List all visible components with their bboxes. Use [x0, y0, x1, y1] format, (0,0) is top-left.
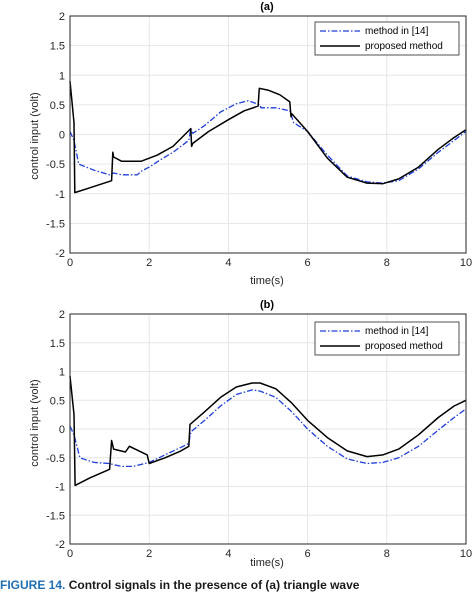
figure-caption-label: FIGURE 14.: [0, 578, 66, 592]
chart-b-xtick-4: 8: [384, 548, 390, 560]
chart-a-ytick-7: 1.5: [50, 41, 65, 53]
chart-b-ytick-0: -2: [55, 539, 65, 551]
chart-b-legend-label-1: method in [14]: [365, 326, 429, 337]
chart-b-ytick-8: 2: [59, 309, 65, 321]
chart-a-xtick-1: 2: [146, 257, 152, 269]
chart-a-ytick-5: 0.5: [50, 100, 65, 112]
chart-b-legend-label-2: proposed method: [365, 341, 443, 352]
chart-b-legend-box: [314, 321, 460, 356]
chart-b-ytick-2: -1: [55, 482, 65, 494]
figure-caption-text: Control signals in the presence of (a) t…: [68, 578, 360, 592]
chart-a-ytick-1: -1.5: [46, 218, 65, 230]
figure-caption: FIGURE 14. Control signals in the presen…: [0, 577, 474, 593]
chart-a: (a) 0 2 4 6 8 10 -2 -1.5 -1 -0.5 0 0.5 1 1.5 2 time(s)…: [29, 1, 472, 287]
chart-b-xtick-1: 2: [146, 548, 152, 560]
chart-a-xtick-4: 8: [384, 257, 390, 269]
chart-a-xtick-2: 4: [225, 257, 231, 269]
chart-b-title: (b): [260, 299, 274, 311]
chart-a-legend-label-1: method in [14]: [365, 26, 429, 37]
chart-b-xtick-3: 6: [305, 548, 311, 560]
chart-b-ytick-7: 1.5: [50, 338, 65, 350]
chart-b-xtick-0: 0: [67, 548, 73, 560]
chart-b-ytick-3: -0.5: [46, 453, 65, 465]
chart-a-series-2-line: [69, 81, 467, 194]
chart-a-series-1-line: [69, 100, 467, 184]
chart-b-ytick-4: 0: [59, 424, 65, 436]
chart-b-ylabel: control input (volt): [29, 379, 41, 466]
chart-a-xtick-3: 6: [305, 257, 311, 269]
chart-a-ytick-0: -2: [55, 248, 65, 260]
chart-b-legend: method in [14] proposed method: [314, 321, 460, 356]
chart-b: (b) 0 2 4 6 8 10 -2 -1.5 -1 -0.5 0 0.5 1 1.5 2 time(s)…: [29, 299, 472, 569]
chart-b-ytick-1: -1.5: [46, 510, 65, 522]
chart-a-legend-box: [314, 21, 460, 56]
chart-a-ylabel: control input (volt): [29, 92, 41, 179]
chart-a-ytick-3: -0.5: [46, 159, 65, 171]
chart-b-ytick-5: 0.5: [50, 395, 65, 407]
chart-a-plot-frame: [69, 15, 467, 254]
chart-a-xlabel: time(s): [250, 275, 284, 287]
chart-b-series-2-line: [69, 376, 467, 487]
chart-a-ytick-4: 0: [59, 130, 65, 142]
chart-a-xtick-0: 0: [67, 257, 73, 269]
chart-a-legend: method in [14] proposed method: [314, 21, 460, 56]
chart-a-xtick-5: 10: [460, 257, 472, 269]
chart-a-ytick-6: 1: [59, 70, 65, 82]
chart-b-series-1-line: [69, 389, 467, 468]
chart-b-xtick-2: 4: [225, 548, 231, 560]
chart-b-plot-frame: [69, 313, 467, 545]
chart-a-legend-label-2: proposed method: [365, 41, 443, 52]
chart-b-ytick-6: 1: [59, 367, 65, 379]
chart-a-ytick-2: -1: [55, 189, 65, 201]
chart-b-xtick-5: 10: [460, 548, 472, 560]
chart-a-title: (a): [260, 1, 274, 13]
chart-a-ytick-8: 2: [59, 11, 65, 23]
chart-b-xlabel: time(s): [250, 557, 284, 569]
